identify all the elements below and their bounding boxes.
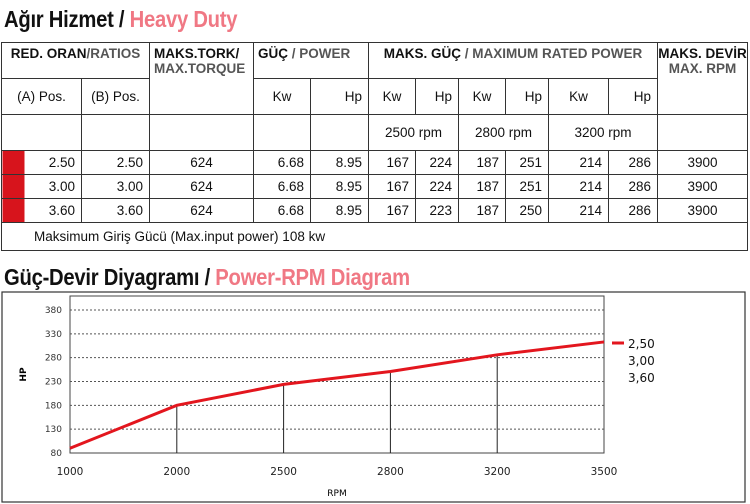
table-cell: 214 [548,174,609,199]
y-tick-label: 80 [51,449,63,459]
table-cell: 6.68 [253,198,311,223]
subheader-cell: Kw [458,78,506,115]
table-cell: 187 [458,198,506,223]
y-axis-label: HP [19,367,29,382]
x-tick-label: 2500 [270,466,297,478]
table-cell: 214 [548,150,609,175]
table-cell: 214 [548,198,609,223]
table-cell: 286 [608,150,658,175]
table-cell: 250 [505,198,549,223]
table-cell: 624 [149,174,254,199]
subheader-cell: Hp [505,78,549,115]
x-tick-label: 3500 [591,466,618,478]
y-tick-label: 330 [45,330,62,340]
diagram-title-tr: Güç-Devir Diyagramı / [4,264,210,290]
rpm-2500: 2500 rpm [368,114,459,151]
x-tick-label: 2800 [377,466,404,478]
table-cell: 8.95 [310,150,369,175]
table-cell: 6.68 [253,150,311,175]
x-axis-label: RPM [327,489,346,499]
subheader-cell: Kw [253,78,311,115]
specs-table: RED. ORAN/RATIOS MAKS.TORK/MAX.TORQUE GÜ… [1,42,748,251]
table-cell: 167 [368,198,416,223]
plot-area [69,295,605,454]
rated-power-header: MAKS. GÜÇ / MAXIMUM RATED POWER [368,42,658,79]
subheader-cell: Hp [608,78,658,115]
table-cell: 167 [368,174,416,199]
series-line [69,340,605,450]
rpm-3200: 3200 rpm [548,114,658,151]
table-cell: 167 [368,150,416,175]
y-tick-label: 130 [45,425,62,435]
subheader-cell: Hp [310,78,369,115]
legend-label: 2,50 [628,337,655,351]
y-tick-label: 380 [45,306,62,316]
ratio-header: RED. ORAN/RATIOS [1,42,150,79]
y-tick-label: 180 [45,401,62,411]
title-en: Heavy Duty [129,6,238,32]
x-tick-label: 3200 [484,466,511,478]
torque-header: MAKS.TORK/MAX.TORQUE [149,42,254,115]
y-tick-label: 280 [45,354,62,364]
diagram-title-en: Power-RPM Diagram [215,264,410,290]
power-header: GÜÇ / POWER [253,42,369,79]
table-cell: 2.50 [81,150,150,175]
table-cell: 286 [608,174,658,199]
table-cell: 3.00 [81,174,150,199]
diagram-title: Güç-Devir Diyagramı / Power-RPM Diagram [4,264,410,291]
rpm-row: 2500 rpm 2800 rpm 3200 rpm [1,114,748,151]
x-tick-label: 2000 [163,466,190,478]
legend-label: 3,60 [628,371,655,385]
title-tr: Ağır Hizmet / [4,6,125,32]
table-cell: 8.95 [310,174,369,199]
rpm-2800: 2800 rpm [458,114,549,151]
chart-frame [1,291,746,503]
table-cell: 286 [608,198,658,223]
table-footer: Maksimum Giriş Gücü (Max.input power) 10… [1,222,748,251]
max-rpm-header: MAKS. DEVİR MAX. RPM [657,42,748,115]
x-tick-label: 1000 [57,466,84,478]
table-cell: 2.50 [1,150,82,175]
table-cell: 187 [458,174,506,199]
subheader-cell: Kw [548,78,609,115]
heavy-duty-title: Ağır Hizmet / Heavy Duty [4,6,238,33]
subheader-cell: (B) Pos. [81,78,150,115]
subheader-cell: Hp [415,78,459,115]
legend-label: 3,00 [628,354,655,368]
y-tick-label: 230 [45,378,62,388]
